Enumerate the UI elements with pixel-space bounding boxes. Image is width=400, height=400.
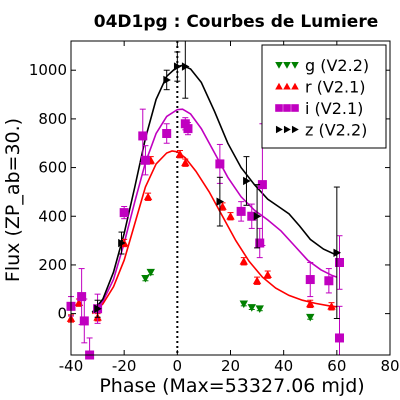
data-point-g bbox=[255, 305, 264, 313]
data-point-i bbox=[119, 208, 129, 218]
legend-marker-z bbox=[291, 125, 299, 134]
y-tick-label: 1000 bbox=[29, 61, 67, 79]
x-tick-label: 60 bbox=[327, 357, 346, 375]
data-point-i bbox=[79, 316, 89, 326]
data-point-r bbox=[175, 149, 185, 158]
data-point-g bbox=[141, 274, 150, 283]
data-point-z bbox=[181, 62, 190, 71]
data-point-g bbox=[239, 300, 248, 309]
y-tick-label: 800 bbox=[38, 110, 67, 128]
data-point-i bbox=[236, 206, 246, 216]
data-point-g bbox=[306, 313, 315, 322]
x-tick-label: 40 bbox=[274, 357, 293, 375]
data-point-z bbox=[173, 62, 182, 71]
legend-marker-z bbox=[283, 125, 291, 134]
data-point-i bbox=[324, 276, 334, 286]
data-point-z bbox=[94, 304, 102, 313]
data-point-i bbox=[183, 124, 193, 134]
data-point-i bbox=[138, 131, 148, 141]
data-point-i bbox=[334, 258, 344, 268]
data-point-r bbox=[239, 257, 248, 265]
legend-marker-i bbox=[291, 104, 299, 112]
x-tick-label: 80 bbox=[380, 357, 399, 375]
legend-label-r: r (V2.1) bbox=[305, 78, 366, 97]
model-curve-z bbox=[91, 64, 338, 313]
model-curve-i bbox=[91, 108, 338, 313]
data-point-i bbox=[180, 119, 190, 129]
data-point-z bbox=[243, 176, 251, 186]
data-point-i bbox=[305, 275, 315, 285]
legend-marker-z bbox=[275, 125, 283, 134]
data-point-z bbox=[163, 75, 171, 85]
data-point-r bbox=[181, 158, 190, 167]
y-tick-label: 400 bbox=[38, 207, 67, 225]
data-point-r bbox=[74, 298, 84, 307]
data-point-i bbox=[215, 159, 225, 169]
data-point-g bbox=[247, 304, 256, 312]
data-point-r bbox=[252, 276, 262, 285]
legend-marker-i bbox=[283, 104, 291, 112]
data-point-r bbox=[327, 302, 336, 310]
data-point-r bbox=[226, 212, 235, 220]
data-point-i bbox=[162, 128, 172, 138]
data-point-z bbox=[333, 248, 342, 257]
y-tick-label: 0 bbox=[57, 305, 67, 323]
legend-marker-g bbox=[283, 61, 291, 69]
data-point-z bbox=[216, 197, 225, 206]
data-point-i bbox=[77, 292, 87, 302]
data-point-i bbox=[257, 180, 267, 190]
x-tick-label: 0 bbox=[173, 357, 183, 375]
y-tick-label: 600 bbox=[38, 159, 67, 177]
data-point-i bbox=[247, 211, 257, 221]
data-point-r bbox=[143, 192, 153, 201]
legend-marker-r bbox=[275, 82, 283, 90]
data-point-r bbox=[218, 202, 227, 210]
y-axis-label: Flux (ZP_ab=30.) bbox=[2, 118, 24, 282]
legend-marker-g bbox=[291, 61, 299, 69]
data-point-i bbox=[334, 333, 344, 343]
x-axis-label: Phase (Max=53327.06 mjd) bbox=[99, 375, 364, 397]
legend-marker-i bbox=[275, 104, 283, 112]
legend-label-i: i (V2.1) bbox=[305, 99, 363, 118]
legend-marker-r bbox=[283, 82, 291, 90]
x-tick-label: -40 bbox=[59, 357, 84, 375]
data-point-r bbox=[263, 270, 272, 279]
legend-marker-g bbox=[275, 61, 283, 69]
data-point-i bbox=[255, 238, 265, 248]
data-point-g bbox=[146, 268, 155, 277]
legend: g (V2.2) r (V2.1) i (V2.1) z (V2.2) bbox=[261, 44, 387, 149]
x-tick-label: -20 bbox=[112, 357, 137, 375]
legend-marker-r bbox=[291, 82, 299, 90]
chart-title: 04D1pg : Courbes de Lumiere bbox=[94, 12, 378, 32]
model-curve-r bbox=[91, 150, 337, 315]
legend-label-z: z (V2.2) bbox=[305, 121, 367, 140]
x-tick-label: 20 bbox=[221, 357, 240, 375]
data-point-i bbox=[140, 155, 150, 165]
data-point-z bbox=[253, 212, 262, 221]
data-point-r bbox=[306, 299, 315, 308]
model-curves bbox=[91, 64, 338, 315]
legend-label-g: g (V2.2) bbox=[305, 56, 369, 75]
data-point-z bbox=[118, 238, 126, 248]
y-tick-label: 200 bbox=[38, 256, 67, 274]
